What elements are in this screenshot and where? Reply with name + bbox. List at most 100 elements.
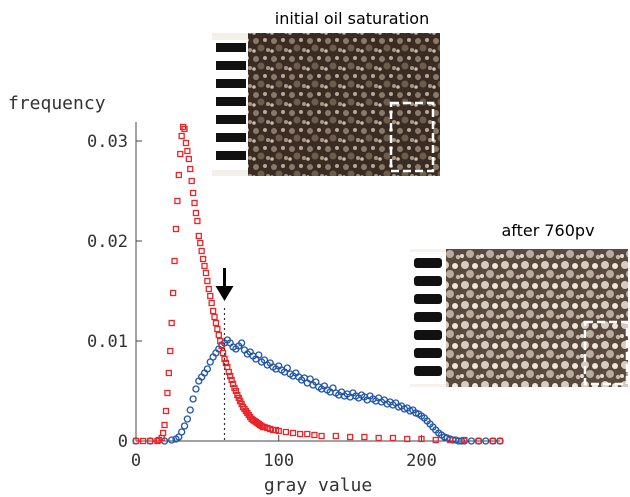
data-point-square bbox=[228, 376, 235, 384]
threshold-marker bbox=[215, 268, 234, 441]
data-point-square bbox=[191, 199, 198, 207]
data-point-square bbox=[404, 435, 411, 443]
data-point-square bbox=[178, 132, 185, 140]
micrograph-after-pores bbox=[446, 249, 628, 387]
data-point-square bbox=[212, 319, 220, 327]
y-tick-label: 0.03 bbox=[87, 132, 128, 152]
data-point-square bbox=[159, 429, 167, 437]
data-point-circle bbox=[237, 339, 246, 347]
data-point-circle bbox=[283, 364, 291, 372]
data-point-square bbox=[222, 359, 230, 367]
data-point-square bbox=[318, 432, 325, 440]
data-point-square bbox=[165, 369, 172, 377]
data-point-square bbox=[199, 255, 207, 263]
data-point-circle bbox=[467, 437, 476, 445]
data-point-square bbox=[389, 434, 397, 442]
threshold-arrow-head bbox=[215, 286, 234, 301]
data-point-square bbox=[275, 427, 282, 435]
data-point-square bbox=[219, 349, 227, 357]
data-point-circle bbox=[183, 415, 192, 423]
data-point-square bbox=[192, 209, 200, 217]
data-point-square bbox=[175, 171, 182, 179]
data-point-square bbox=[185, 155, 192, 163]
x-tick-label: 0 bbox=[131, 451, 141, 471]
data-point-square bbox=[332, 432, 339, 440]
data-point-square bbox=[184, 147, 191, 155]
data-point-square bbox=[297, 430, 304, 438]
micrograph-after-comb bbox=[410, 252, 446, 384]
data-point-square bbox=[201, 262, 208, 270]
micrograph-after-roi bbox=[583, 320, 629, 386]
y-tick-label: 0 bbox=[118, 432, 128, 452]
data-point-square bbox=[167, 347, 174, 355]
data-point-square bbox=[164, 389, 171, 397]
data-point-square bbox=[177, 150, 184, 158]
x-tick-label: 100 bbox=[263, 451, 294, 471]
data-point-square bbox=[461, 436, 468, 444]
data-point-square bbox=[147, 437, 154, 445]
y-tick-label: 0.01 bbox=[87, 332, 128, 352]
data-point-square bbox=[311, 431, 318, 439]
data-point-square bbox=[282, 428, 290, 436]
series-squares bbox=[132, 123, 504, 445]
data-point-circle bbox=[168, 436, 176, 444]
data-point-square bbox=[361, 433, 368, 441]
x-axis-label: gray value bbox=[264, 475, 372, 496]
data-point-square bbox=[187, 165, 194, 173]
y-axis-label: frequency bbox=[8, 93, 106, 114]
data-point-square bbox=[171, 257, 178, 265]
data-point-square bbox=[418, 435, 425, 443]
data-point-square bbox=[172, 225, 180, 233]
data-point-square bbox=[198, 247, 205, 255]
data-point-circle bbox=[186, 406, 194, 414]
data-point-square bbox=[214, 325, 221, 333]
data-series-layer bbox=[132, 123, 504, 445]
data-point-square bbox=[227, 372, 234, 380]
data-point-circle bbox=[180, 422, 189, 430]
data-point-square bbox=[181, 125, 188, 133]
data-point-square bbox=[208, 299, 215, 307]
data-point-square bbox=[132, 437, 140, 445]
data-point-square bbox=[207, 292, 214, 300]
data-point-square bbox=[139, 437, 147, 445]
data-point-square bbox=[304, 430, 311, 438]
data-point-square bbox=[204, 277, 211, 285]
data-point-square bbox=[169, 289, 177, 297]
data-point-square bbox=[168, 319, 175, 327]
series-circles bbox=[132, 336, 504, 445]
data-point-square bbox=[162, 407, 170, 415]
image-label-initial: initial oil saturation bbox=[275, 9, 429, 28]
data-point-square bbox=[174, 197, 181, 205]
data-point-square bbox=[211, 313, 218, 321]
data-point-square bbox=[221, 355, 228, 363]
data-point-square bbox=[225, 368, 232, 376]
micrograph-initial-roi bbox=[389, 101, 435, 173]
data-point-square bbox=[375, 434, 382, 442]
micrograph-initial bbox=[212, 33, 440, 176]
data-point-circle bbox=[482, 437, 490, 445]
y-tick-label: 0.02 bbox=[87, 232, 128, 252]
data-point-circle bbox=[178, 428, 186, 436]
data-point-square bbox=[446, 436, 454, 444]
data-point-square bbox=[182, 139, 190, 147]
data-point-circle bbox=[192, 385, 200, 393]
data-point-circle bbox=[306, 375, 314, 383]
data-point-square bbox=[195, 232, 202, 240]
data-point-square bbox=[232, 387, 240, 395]
data-point-square bbox=[432, 436, 439, 444]
data-point-square bbox=[188, 177, 195, 185]
data-point-square bbox=[209, 307, 217, 315]
data-point-square bbox=[202, 269, 210, 277]
data-point-square bbox=[218, 342, 225, 350]
data-point-square bbox=[205, 285, 212, 293]
micrograph-after bbox=[410, 249, 629, 387]
data-point-square bbox=[475, 437, 482, 445]
data-point-circle bbox=[189, 395, 197, 403]
data-point-square bbox=[215, 331, 222, 339]
data-point-square bbox=[229, 380, 237, 388]
data-point-circle bbox=[255, 351, 263, 359]
data-point-square bbox=[189, 189, 197, 197]
data-point-square bbox=[289, 429, 297, 437]
data-point-square bbox=[194, 217, 201, 225]
